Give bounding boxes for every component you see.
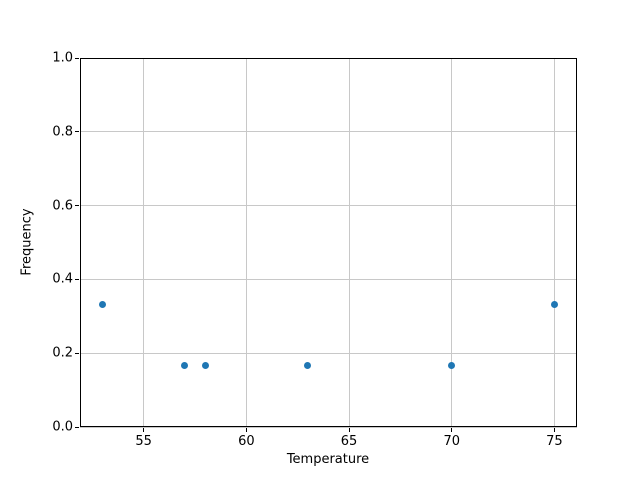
x-tick-mark	[451, 428, 453, 432]
y-tick-mark	[75, 131, 79, 133]
y-tick-label: 1.0	[52, 50, 73, 66]
y-gridline	[80, 352, 577, 354]
y-tick-label: 0.8	[52, 124, 73, 140]
x-gridline	[245, 58, 247, 427]
data-point	[99, 300, 107, 308]
y-tick-mark	[75, 205, 79, 207]
x-tick-mark	[553, 428, 555, 432]
data-point	[550, 300, 558, 308]
x-tick-mark	[143, 428, 145, 432]
data-points-layer	[80, 58, 577, 427]
x-axis-label: Temperature	[286, 452, 370, 467]
x-tick-label: 75	[546, 434, 563, 449]
data-point	[201, 361, 209, 369]
x-gridline	[553, 58, 555, 427]
y-gridline	[80, 131, 577, 133]
x-gridline	[451, 58, 453, 427]
y-tick-label: 0.6	[52, 198, 73, 214]
x-tick-label: 70	[443, 434, 460, 449]
x-tick-label: 60	[238, 434, 255, 449]
y-tick-label: 0.2	[52, 345, 73, 361]
y-axis-label: Frequency	[19, 208, 35, 276]
y-tick-label: 0.0	[52, 419, 73, 435]
x-tick-label: 65	[340, 434, 358, 449]
x-tick-label: 55	[135, 434, 152, 449]
y-tick-mark	[75, 352, 79, 354]
x-tick-mark	[348, 428, 350, 432]
data-point	[181, 361, 189, 369]
y-gridline	[80, 205, 577, 207]
data-point	[448, 361, 456, 369]
x-gridline	[143, 58, 145, 427]
data-point	[304, 361, 312, 369]
y-tick-label: 0.4	[52, 271, 73, 287]
x-gridline	[348, 58, 350, 427]
y-gridline	[80, 426, 577, 428]
y-gridline	[80, 278, 577, 280]
plot-area	[80, 57, 577, 428]
x-tick-mark	[245, 428, 247, 432]
y-tick-mark	[75, 426, 79, 428]
y-tick-mark	[75, 278, 79, 280]
y-tick-mark	[75, 57, 79, 59]
